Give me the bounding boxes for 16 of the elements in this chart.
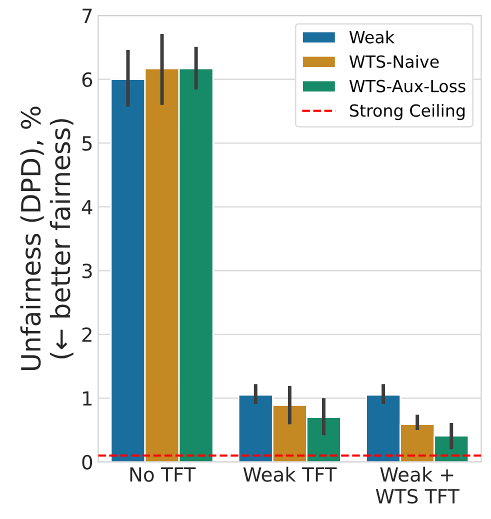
- y-tick-label: 7: [82, 8, 92, 23]
- y-tick-label: 6: [82, 72, 92, 87]
- y-tick-label: 1: [83, 391, 92, 406]
- legend-label: WTS-Naive: [349, 55, 439, 68]
- y-tick-label: 0: [82, 454, 92, 470]
- y-tick-label: 2: [82, 327, 92, 342]
- y-tick-label: 3: [82, 264, 92, 278]
- legend-label: Strong Ceiling: [350, 104, 465, 120]
- y-axis-title: Unfairness (DPD), % (← better fairness): [20, 106, 74, 370]
- x-tick-label: Weak TFT: [243, 466, 337, 482]
- y-tick-label: 4: [82, 200, 92, 214]
- x-tick-label: Weak + WTS TFT: [376, 466, 460, 504]
- legend-label: WTS-Aux-Loss: [349, 80, 466, 92]
- x-tick-label: No TFT: [130, 467, 196, 482]
- y-tick-label: 5: [82, 136, 92, 151]
- legend-label: Weak: [349, 30, 394, 44]
